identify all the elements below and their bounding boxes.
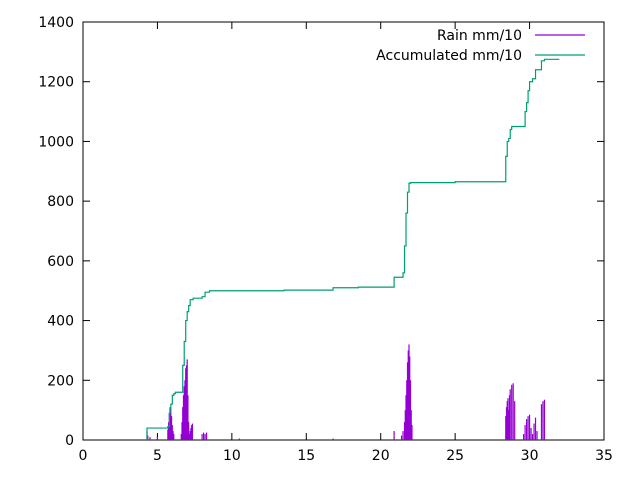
plot-frame [82, 21, 605, 441]
x-tick-label: 30 [521, 448, 539, 464]
x-tick-label: 15 [297, 448, 315, 464]
y-tick-label: 1400 [38, 15, 74, 31]
y-tick-label: 1200 [38, 75, 74, 91]
x-tick-label: 35 [595, 448, 613, 464]
series-accumulated [146, 58, 560, 440]
series-layer [146, 58, 560, 440]
series-rain [146, 344, 546, 440]
axis-ticks: 0 5 10 15 20 25 30 35 0 200 400 600 800 1000 1200 1400 [38, 15, 613, 464]
x-tick-label: 0 [79, 448, 88, 464]
x-tick-label: 10 [223, 448, 241, 464]
y-tick-label: 600 [47, 254, 74, 270]
x-tick-label: 20 [372, 448, 390, 464]
y-tick-label: 1000 [38, 134, 74, 150]
y-tick-label: 0 [65, 433, 74, 449]
y-tick-label: 200 [47, 373, 74, 389]
y-tick-label: 400 [47, 314, 74, 330]
legend-label: Rain mm/10 [437, 28, 522, 44]
legend: Rain mm/10 Accumulated mm/10 [376, 28, 585, 64]
y-tick-label: 800 [47, 194, 74, 210]
legend-label: Accumulated mm/10 [376, 48, 522, 64]
plot-border [82, 21, 605, 441]
x-tick-label: 5 [153, 448, 162, 464]
accumulated-line [146, 58, 560, 440]
x-tick-label: 25 [446, 448, 464, 464]
